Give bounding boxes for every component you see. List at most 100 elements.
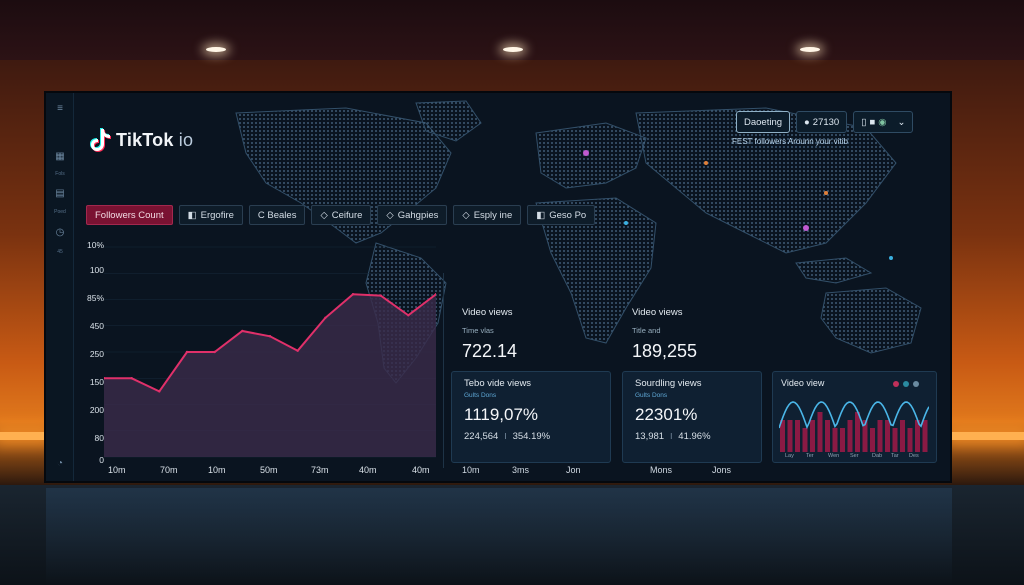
tab-icon: ◇	[462, 209, 470, 221]
doc-icon[interactable]: ▤	[55, 188, 65, 199]
mini-bar	[870, 428, 875, 452]
card-footer: 224,564 I 354.19%	[464, 431, 598, 442]
tab-c-beales[interactable]: C Beales	[248, 205, 306, 225]
data-point	[407, 314, 410, 317]
mini-bar	[922, 420, 928, 452]
chevron-down-icon[interactable]: ⌄	[897, 116, 906, 128]
mini-x-label: Lay	[785, 453, 794, 459]
mini-bar	[855, 412, 860, 452]
card-title: Tebo vide views	[464, 378, 532, 389]
tab-ergofire[interactable]: ◧ Ergofire	[178, 205, 243, 225]
y-tick-label: 10%	[86, 240, 104, 250]
sidebar-item-label: Poed	[54, 209, 66, 215]
bottom-x-label: Jons	[712, 465, 732, 475]
floor	[0, 485, 1024, 585]
menu-icon[interactable]: ≡	[57, 103, 63, 114]
refresh-icon[interactable]: ◔	[56, 458, 64, 469]
brand: TikTok io	[90, 127, 193, 153]
tiktok-logo-icon	[90, 128, 111, 152]
mini-x-label: Ter	[806, 453, 814, 459]
mini-bar	[795, 420, 800, 452]
stat-title: Video views	[632, 307, 683, 318]
mini-bar	[817, 412, 823, 452]
y-tick-label: 100	[89, 265, 104, 275]
bottom-x-label: 3ms	[512, 465, 530, 475]
tab-geso-po[interactable]: ◧ Geso Po	[527, 205, 596, 225]
card-value: 1119,07%	[464, 405, 539, 424]
y-tick-label: 150	[89, 377, 104, 387]
legend-dot	[913, 381, 919, 387]
card-foot-value: 224,564	[464, 431, 499, 442]
total-views-card[interactable]: Tebo vide views Gults Dons 1119,07% 224,…	[451, 371, 611, 463]
clipboard-icon[interactable]: ▯	[861, 116, 867, 128]
card-foot-percent: 354.19%	[512, 431, 551, 442]
y-tick-label: 200	[89, 405, 104, 415]
tab-gahgpies[interactable]: ◇ Gahgpies	[377, 205, 448, 225]
bottom-x-label: 10m	[462, 465, 480, 475]
video-views-stat: Video views Time vlas 722.14	[462, 307, 517, 362]
stat-value: 722.14	[462, 341, 518, 361]
mini-bar	[900, 420, 905, 452]
mini-bar	[862, 420, 868, 452]
data-point	[324, 316, 327, 320]
counter-button[interactable]: ● 27130	[796, 111, 848, 133]
data-point	[130, 377, 133, 380]
stat-subtitle: Title and	[632, 326, 661, 335]
tab-ceifure[interactable]: ◇ Ceifure	[311, 205, 372, 225]
sidebar-rail: ≡ ▦ Fols ▤ Poed ◷ 45 ◔	[46, 93, 74, 481]
tab-followers-count[interactable]: Followers Count	[86, 205, 173, 225]
card-subtitle: Gults Dons	[635, 392, 668, 399]
lock-icon[interactable]: ■	[869, 116, 876, 128]
data-point	[268, 335, 272, 338]
date-filter-button[interactable]: Daoeting	[736, 111, 791, 133]
tab-esply-ine[interactable]: ◇ Esply ine	[453, 205, 522, 225]
mini-bar	[907, 428, 913, 452]
card-title: Video view	[781, 378, 825, 388]
tagline: FEST followers Arounn your vitib	[732, 137, 848, 146]
followers-area-chart	[104, 246, 436, 458]
y-tick-label: 0	[99, 455, 104, 465]
x-tick-label: 10m	[108, 465, 126, 475]
card-title: Sourdling views	[635, 378, 702, 389]
mini-bar	[840, 428, 845, 452]
ceiling-lamp	[206, 47, 226, 52]
stat-value: 189,255	[632, 341, 698, 361]
data-point	[158, 390, 161, 393]
tab-icon: ◇	[386, 209, 394, 221]
video-view-card[interactable]: Video view Lay Ter Wen Ser Dab Tar Des	[772, 371, 937, 463]
card-footer: 13,981 I 41.96%	[635, 431, 749, 442]
card-foot-value: 13,981	[635, 431, 665, 442]
light-strip-right	[952, 432, 1024, 440]
data-point	[104, 377, 106, 380]
area-fill	[104, 294, 436, 457]
mini-x-label: Ser	[850, 453, 859, 459]
data-point	[351, 293, 355, 296]
bottom-x-label: Jon	[566, 465, 581, 475]
bottom-x-label: Mons	[650, 465, 673, 475]
globe-icon[interactable]: ◉	[878, 116, 887, 128]
x-tick-label: 73m	[311, 465, 329, 475]
mini-bar	[915, 420, 920, 452]
mini-bar	[802, 428, 808, 452]
mini-bar	[877, 420, 883, 452]
video-view-mini-chart	[779, 401, 929, 452]
sourcing-views-card[interactable]: Sourdling views Gults Dons 22301% 13,981…	[622, 371, 762, 463]
toolbar-icons[interactable]: ▯ ■ ◉ ⌄	[853, 111, 914, 133]
mini-bar	[847, 420, 853, 452]
x-tick-label: 10m	[208, 465, 226, 475]
y-tick-label: 85%	[86, 293, 104, 303]
x-tick-label: 50m	[260, 465, 278, 475]
stat-title: Video views	[462, 307, 513, 318]
x-tick-label: 40m	[359, 465, 377, 475]
card-foot-percent: 41.96%	[678, 431, 711, 442]
clock-icon[interactable]: ◷	[55, 227, 65, 238]
dashboard-screen: ≡ ▦ Fols ▤ Poed ◷ 45 ◔ TikTok io Daoetin…	[44, 91, 952, 483]
tab-icon: ◧	[187, 209, 197, 221]
y-tick-label: 250	[89, 349, 104, 359]
brand-name: TikTok io	[116, 129, 194, 150]
grid-icon[interactable]: ▦	[55, 151, 65, 162]
x-tick-label: 40m	[412, 465, 430, 475]
mini-bar	[810, 420, 815, 452]
data-point	[185, 350, 189, 354]
data-point	[379, 294, 382, 297]
